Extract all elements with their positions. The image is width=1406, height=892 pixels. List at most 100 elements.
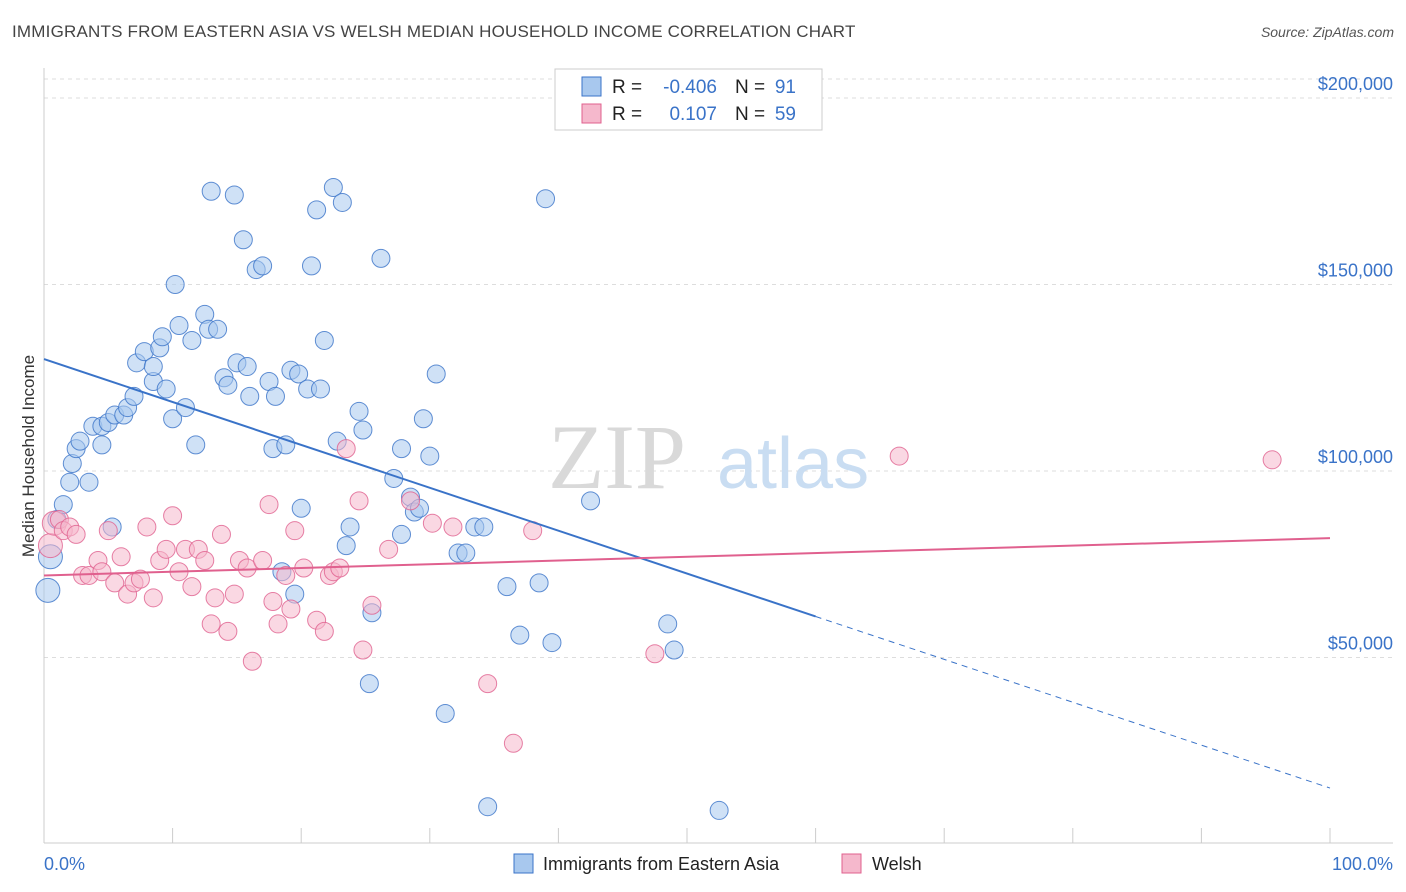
- welsh-point: [130, 569, 150, 589]
- stats-n-label-2: N =: [735, 104, 765, 125]
- eastern-asia-point: [420, 446, 440, 466]
- eastern-asia-point: [92, 435, 112, 455]
- legend-label-welsh: Welsh: [872, 854, 922, 874]
- eastern-asia-point: [233, 230, 253, 250]
- welsh-point: [276, 565, 296, 585]
- eastern-asia-point: [291, 498, 311, 518]
- eastern-asia-point: [310, 379, 330, 399]
- welsh-point: [195, 551, 215, 571]
- eastern-asia-point: [359, 674, 379, 694]
- welsh-point: [111, 547, 131, 567]
- eastern-asia-point: [152, 327, 172, 347]
- source-note: Source: ZipAtlas.com: [1260, 24, 1394, 40]
- stats-r-value-2: 0.107: [669, 104, 717, 125]
- y-tick-labels: $50,000 $100,000 $150,000 $200,000: [1318, 74, 1393, 654]
- eastern-asia-point: [237, 357, 257, 377]
- welsh-point: [268, 614, 288, 634]
- eastern-asia-point: [392, 439, 412, 459]
- welsh-point: [205, 588, 225, 608]
- eastern-asia-point: [709, 800, 729, 820]
- stats-legend: R = -0.406 N = 91 R = 0.107 N = 59: [554, 68, 823, 131]
- welsh-point: [422, 513, 442, 533]
- welsh-point: [224, 584, 244, 604]
- eastern-asia-point: [218, 375, 238, 395]
- legend-label-eastern-asia: Immigrants from Eastern Asia: [543, 854, 780, 874]
- stats-legend-swatch-blue: [581, 76, 602, 97]
- eastern-asia-point: [353, 420, 373, 440]
- welsh-point: [211, 524, 231, 544]
- welsh-point: [242, 651, 262, 671]
- eastern-asia-point: [70, 431, 90, 451]
- welsh-point: [336, 439, 356, 459]
- x-tick-label-max: 100.0%: [1332, 854, 1393, 874]
- welsh-trend-line: [43, 537, 1331, 577]
- welsh-point: [349, 491, 369, 511]
- eastern-asia-point: [35, 577, 61, 603]
- eastern-asia-point: [332, 192, 352, 212]
- eastern-asia-point: [175, 398, 195, 418]
- eastern-asia-point: [392, 524, 412, 544]
- eastern-asia-point: [510, 625, 530, 645]
- eastern-asia-point: [253, 256, 273, 276]
- eastern-asia-point: [60, 472, 80, 492]
- welsh-point: [237, 558, 257, 578]
- eastern-asia-point: [163, 409, 183, 429]
- eastern-asia-point: [240, 386, 260, 406]
- eastern-asia-point: [474, 517, 494, 537]
- eastern-asia-trend-line: [43, 358, 816, 618]
- welsh-point: [156, 539, 176, 559]
- eastern-asia-point: [426, 364, 446, 384]
- y-tick-label: $50,000: [1328, 634, 1393, 654]
- welsh-point: [259, 495, 279, 515]
- eastern-asia-point: [208, 319, 228, 339]
- eastern-asia-point: [413, 409, 433, 429]
- eastern-asia-point: [340, 517, 360, 537]
- stats-r-value-1: -0.406: [663, 77, 717, 98]
- welsh-point: [143, 588, 163, 608]
- eastern-asia-point: [165, 275, 185, 294]
- welsh-point: [182, 577, 202, 597]
- eastern-asia-point: [314, 330, 334, 350]
- eastern-asia-point: [156, 379, 176, 399]
- stats-n-value-2: 59: [775, 104, 796, 125]
- stats-r-label-2: R =: [612, 104, 642, 125]
- stats-n-value-1: 91: [775, 77, 796, 98]
- eastern-asia-point: [124, 386, 144, 406]
- y-tick-label: $200,000: [1318, 74, 1393, 94]
- welsh-point: [379, 539, 399, 559]
- welsh-point: [889, 446, 909, 466]
- welsh-point: [401, 491, 421, 511]
- eastern-asia-point: [169, 316, 189, 336]
- welsh-point: [281, 599, 301, 619]
- eastern-asia-point: [542, 633, 562, 653]
- eastern-asia-point: [307, 200, 327, 220]
- trend-lines: [43, 358, 1331, 789]
- x-tick-label-min: 0.0%: [44, 854, 85, 874]
- stats-legend-swatch-pink: [581, 103, 602, 124]
- eastern-asia-trend-extension: [815, 615, 1331, 789]
- eastern-asia-point: [143, 357, 163, 377]
- welsh-point: [92, 562, 112, 582]
- eastern-asia-point: [435, 703, 455, 723]
- welsh-point: [253, 551, 273, 571]
- eastern-asia-point: [301, 256, 321, 276]
- eastern-asia-point: [224, 185, 244, 205]
- eastern-asia-point: [265, 386, 285, 406]
- watermark: ZIP atlas: [548, 406, 869, 508]
- welsh-point: [201, 614, 221, 634]
- eastern-asia-point: [497, 577, 517, 597]
- eastern-asia-point: [182, 330, 202, 350]
- eastern-asia-point: [456, 543, 476, 563]
- y-tick-label: $150,000: [1318, 261, 1393, 281]
- welsh-point: [503, 733, 523, 753]
- series-legend: Immigrants from Eastern Asia Welsh: [513, 853, 922, 874]
- y-axis-label: Median Household Income: [19, 355, 38, 557]
- welsh-point: [645, 644, 665, 664]
- chart-title: IMMIGRANTS FROM EASTERN ASIA VS WELSH ME…: [12, 22, 856, 41]
- eastern-asia-point: [529, 573, 549, 593]
- welsh-point: [362, 595, 382, 615]
- eastern-asia-point: [323, 178, 343, 198]
- eastern-asia-point: [336, 536, 356, 556]
- eastern-asia-point: [658, 614, 678, 634]
